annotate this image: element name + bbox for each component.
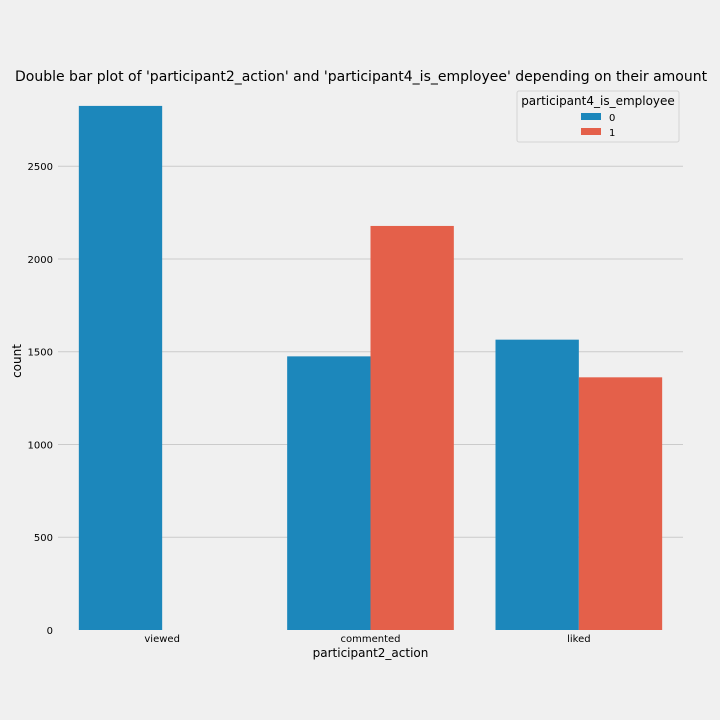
legend-items: 01 — [581, 113, 615, 139]
y-tick-label: 2500 — [28, 162, 53, 173]
legend-swatch-0 — [581, 113, 601, 120]
chart-title: Double bar plot of 'participant2_action'… — [15, 69, 708, 85]
x-tick-label: liked — [567, 634, 591, 645]
x-tick-label: commented — [340, 634, 400, 645]
bar-viewed-series-0 — [78, 105, 163, 630]
y-axis-label: count — [10, 344, 24, 378]
legend: participant4_is_employee 01 — [516, 90, 680, 143]
legend-title: participant4_is_employee — [521, 94, 675, 108]
legend-label: 1 — [609, 128, 615, 139]
bar-commented-series-0 — [287, 356, 371, 630]
y-tick-label: 1000 — [28, 440, 53, 451]
y-tick-labels: 0 500 1000 1500 2000 2500 — [28, 162, 53, 637]
x-tick-labels: viewed commented liked — [144, 634, 590, 645]
bars — [78, 105, 663, 630]
legend-swatch-1 — [581, 128, 601, 135]
bar-liked-series-1 — [578, 377, 663, 630]
x-axis-label: participant2_action — [313, 646, 429, 660]
legend-label: 0 — [609, 113, 615, 124]
y-tick-label: 2000 — [28, 255, 53, 266]
bar-commented-series-1 — [370, 225, 454, 630]
x-tick-label: viewed — [144, 634, 180, 645]
y-tick-label: 0 — [47, 626, 53, 637]
y-tick-label: 1500 — [28, 348, 53, 359]
bar-liked-series-0 — [495, 339, 579, 630]
y-tick-label: 500 — [34, 533, 53, 544]
